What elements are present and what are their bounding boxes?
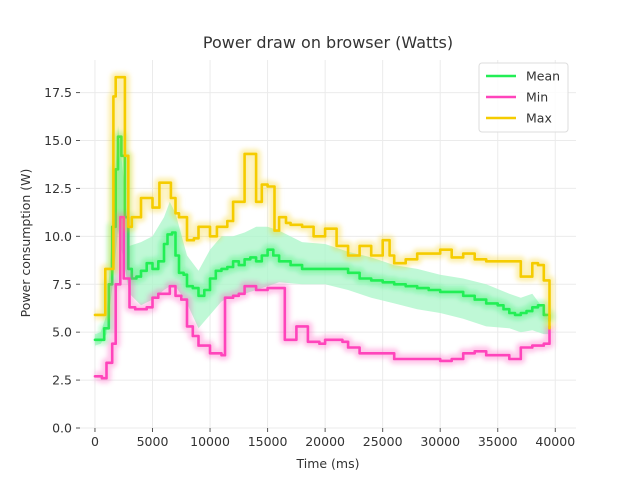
x-axis-ticks: 0 5000 10000 15000 20000 25000 30000 35000 40000 — [91, 428, 575, 449]
y-axis-ticks: 0.0 2.5 5.0 7.5 10.0 12.5 15.0 17.5 — [44, 85, 80, 436]
series-max-line — [93, 75, 551, 330]
x-tick-label: 5000 — [137, 434, 169, 449]
x-tick-label: 0 — [91, 434, 99, 449]
y-tick-label: 7.5 — [52, 277, 72, 292]
x-tick-label: 25000 — [363, 434, 403, 449]
x-tick-label: 35000 — [478, 434, 518, 449]
series-mean-line — [93, 135, 551, 342]
x-tick-label: 20000 — [305, 434, 345, 449]
series-lines — [93, 72, 555, 384]
series-min-line — [93, 215, 551, 380]
y-tick-label: 5.0 — [52, 325, 72, 340]
x-tick-label: 30000 — [420, 434, 460, 449]
y-tick-label: 2.5 — [52, 373, 72, 388]
y-tick-label: 17.5 — [44, 85, 72, 100]
chart-title: Power draw on browser (Watts) — [203, 33, 453, 52]
x-tick-label: 40000 — [535, 434, 575, 449]
legend-label-max: Max — [526, 111, 552, 126]
legend: Mean Min Max — [478, 62, 569, 133]
legend-label-min: Min — [526, 90, 548, 105]
x-tick-label: 15000 — [248, 434, 288, 449]
legend-label-mean: Mean — [526, 69, 560, 84]
y-tick-label: 10.0 — [44, 229, 72, 244]
legend-box — [478, 62, 569, 133]
y-tick-label: 15.0 — [44, 133, 72, 148]
x-tick-label: 10000 — [190, 434, 230, 449]
y-axis-label: Power consumption (W) — [18, 169, 33, 318]
y-tick-label: 0.0 — [52, 421, 72, 436]
x-axis-label: Time (ms) — [295, 456, 359, 471]
y-tick-label: 12.5 — [44, 181, 72, 196]
